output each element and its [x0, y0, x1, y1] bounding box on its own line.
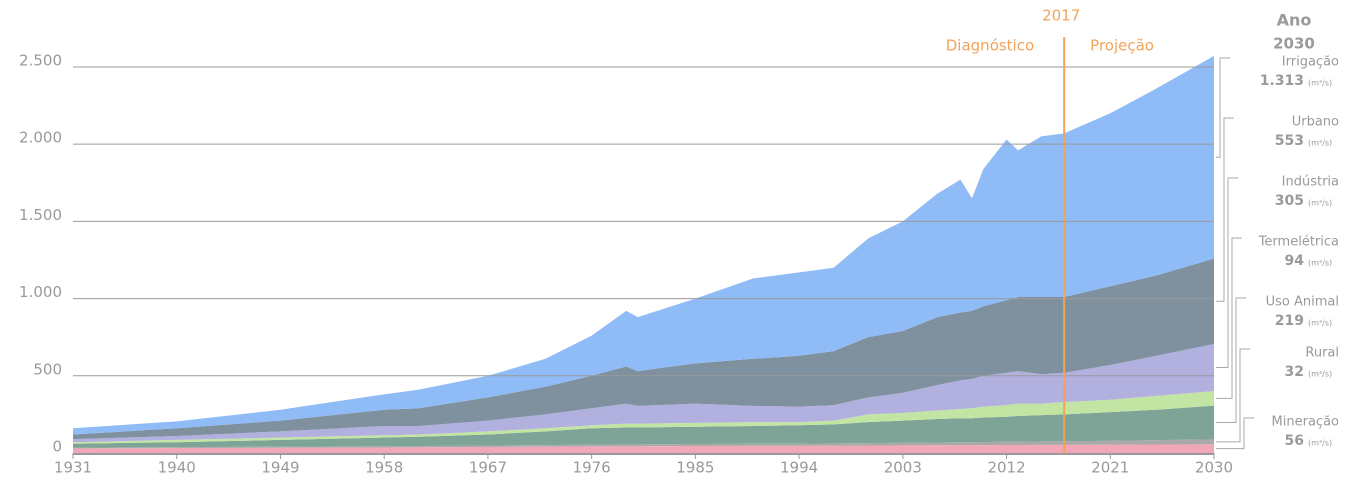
- y-tick-label: 0: [52, 438, 62, 456]
- legend-unit: (m³/s): [1308, 370, 1332, 379]
- legend-value: 56: [1285, 433, 1304, 449]
- legend-unit: (m³/s): [1308, 259, 1332, 268]
- legend-title: 2030: [1273, 35, 1315, 53]
- area: [73, 405, 1214, 448]
- x-tick-label: 1976: [573, 459, 611, 477]
- legend-value-text: 305: [1275, 193, 1304, 209]
- grid: [73, 66, 1214, 377]
- y-tick-label: 1.500: [19, 206, 62, 224]
- x-tick-label: 1940: [158, 459, 196, 477]
- x-tick-label: 2012: [987, 459, 1025, 477]
- legend-value: 553: [1275, 133, 1304, 149]
- x-tick-label: 1985: [676, 459, 714, 477]
- legend-name: Rural: [1305, 346, 1339, 361]
- y-tick-label: 500: [33, 360, 62, 378]
- x-tick-label: 1958: [365, 459, 403, 477]
- legend-name: Termelétrica: [1258, 235, 1339, 250]
- area: [73, 343, 1214, 443]
- legend-name: Uso Animal: [1266, 295, 1339, 310]
- leader-line: [1216, 237, 1242, 399]
- marker-left: Diagnóstico: [946, 37, 1034, 55]
- legend-value-text: 219: [1275, 313, 1304, 329]
- x-tick-label: 2003: [884, 459, 922, 477]
- legend-unit: (m³/s): [1308, 319, 1332, 328]
- legend-name: Mineração: [1272, 415, 1339, 430]
- legend-value-text: 32: [1285, 364, 1304, 380]
- leader-line: [1216, 417, 1254, 450]
- y-tick-label: 2.000: [19, 129, 62, 147]
- y-tick-label: 1.000: [19, 283, 62, 301]
- area: [73, 439, 1214, 449]
- legend-name: Indústria: [1282, 175, 1339, 190]
- legend-value-text: 553: [1275, 133, 1304, 149]
- x-tick-label: 1967: [469, 459, 507, 477]
- legend-title: Ano: [1277, 11, 1312, 30]
- legend-name: Irrigação: [1282, 55, 1339, 70]
- x-tick-label: 1949: [261, 459, 299, 477]
- area: [73, 444, 1214, 453]
- leader-line: [1216, 297, 1246, 424]
- area: [73, 55, 1214, 435]
- legend-value: 94: [1285, 253, 1305, 269]
- area: [73, 258, 1214, 440]
- areas: [73, 55, 1214, 453]
- x-tick-label: 2021: [1091, 459, 1129, 477]
- leader-line: [1216, 117, 1234, 302]
- leader-line: [1216, 348, 1250, 443]
- marker-label: 2017: [1042, 7, 1080, 25]
- leader-line: [1216, 177, 1238, 369]
- marker-right: Projeção: [1090, 37, 1154, 55]
- legend-value-text: 56: [1285, 433, 1304, 449]
- legend-value-text: 1.313: [1260, 73, 1304, 89]
- legend-unit: (m³/s): [1308, 439, 1332, 448]
- x-tick-label: 1931: [54, 459, 92, 477]
- x-tick-label: 1994: [780, 459, 818, 477]
- legend-unit: (m³/s): [1308, 79, 1332, 88]
- legend-value: 32: [1285, 364, 1304, 380]
- y-tick-label: 2.500: [19, 51, 62, 69]
- legend-value-text: 94: [1285, 253, 1305, 269]
- legend-unit: (m³/s): [1308, 139, 1332, 148]
- x-tick-label: 2030: [1195, 459, 1233, 477]
- legend-value: 1.313: [1260, 73, 1304, 89]
- leader-line: [1216, 57, 1230, 158]
- legend-name: Urbano: [1292, 115, 1339, 130]
- legend-value: 305: [1275, 193, 1304, 209]
- legend-value: 219: [1275, 313, 1304, 329]
- legend-unit: (m³/s): [1308, 199, 1332, 208]
